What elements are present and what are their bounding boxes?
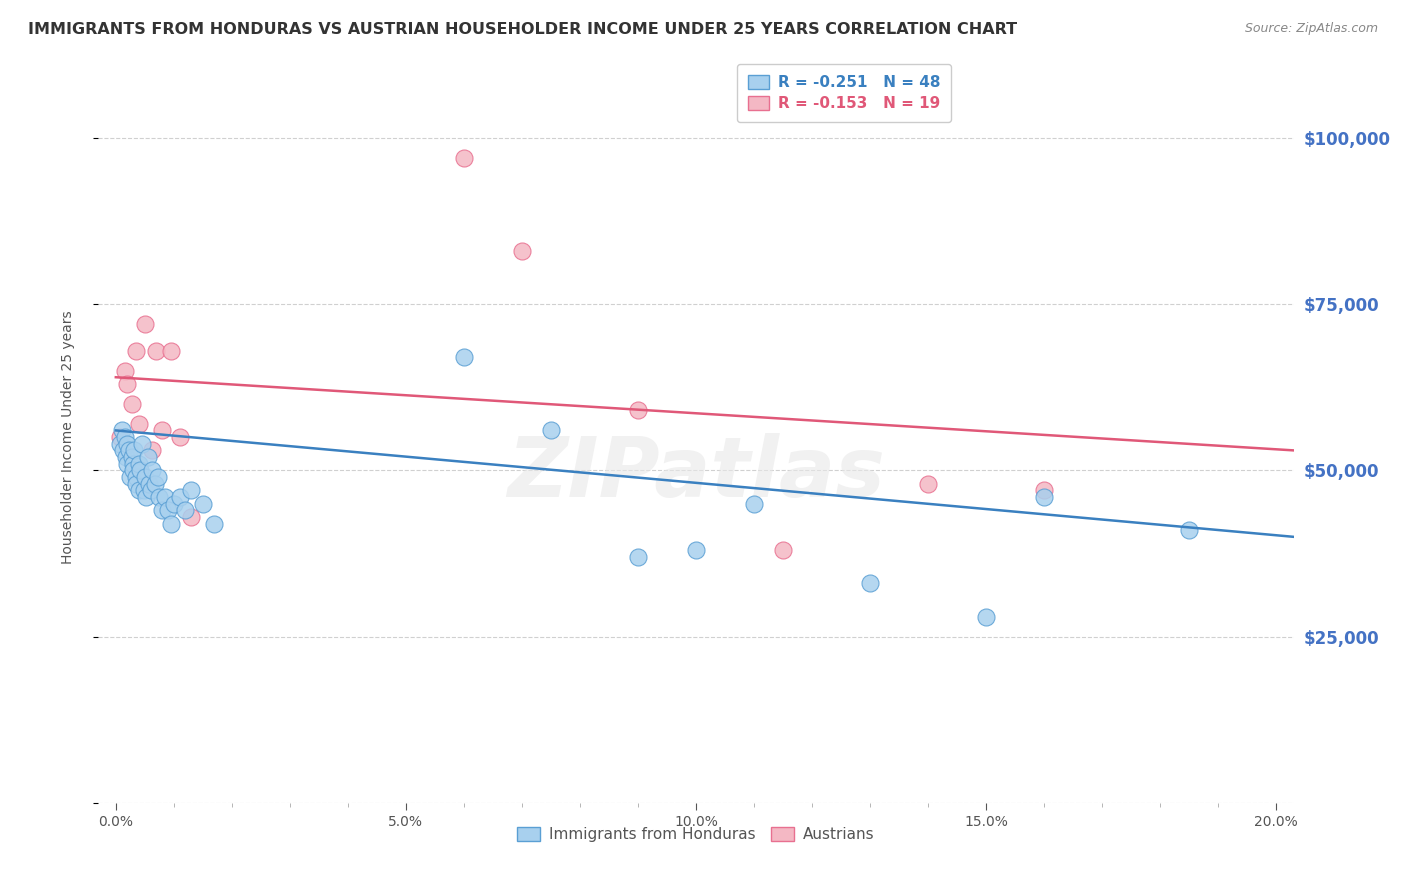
Point — [157, 503, 180, 517]
Point — [685, 543, 707, 558]
Point — [124, 443, 146, 458]
Point — [453, 151, 475, 165]
Point — [174, 503, 197, 517]
Point — [160, 516, 183, 531]
Point — [180, 509, 202, 524]
Point — [114, 363, 136, 377]
Point — [1033, 490, 1056, 504]
Point — [143, 476, 166, 491]
Text: IMMIGRANTS FROM HONDURAS VS AUSTRIAN HOUSEHOLDER INCOME UNDER 25 YEARS CORRELATI: IMMIGRANTS FROM HONDURAS VS AUSTRIAN HOU… — [28, 22, 1018, 37]
Point — [110, 430, 132, 444]
Point — [122, 463, 145, 477]
Point — [120, 470, 142, 484]
Text: Source: ZipAtlas.com: Source: ZipAtlas.com — [1244, 22, 1378, 36]
Point — [169, 490, 191, 504]
Point — [772, 543, 794, 558]
Point — [134, 317, 156, 331]
Point — [146, 470, 169, 484]
Point — [540, 424, 562, 438]
Point — [135, 490, 157, 504]
Point — [132, 483, 155, 498]
Point — [150, 503, 173, 517]
Point — [111, 443, 134, 458]
Point — [153, 490, 176, 504]
Point — [111, 424, 134, 438]
Point — [117, 376, 139, 391]
Point — [131, 436, 153, 450]
Point — [150, 424, 173, 438]
Point — [1033, 483, 1056, 498]
Point — [117, 443, 139, 458]
Point — [204, 516, 226, 531]
Legend: Immigrants from Honduras, Austrians: Immigrants from Honduras, Austrians — [509, 820, 883, 850]
Point — [974, 609, 997, 624]
Point — [121, 450, 143, 464]
Point — [917, 476, 939, 491]
Point — [141, 463, 163, 477]
Point — [125, 343, 148, 358]
Point — [160, 343, 183, 358]
Point — [128, 483, 150, 498]
Point — [1178, 523, 1201, 537]
Text: ZIPatlas: ZIPatlas — [508, 434, 884, 514]
Point — [115, 450, 138, 464]
Point — [117, 436, 139, 450]
Point — [145, 343, 167, 358]
Point — [453, 351, 475, 365]
Point — [121, 397, 143, 411]
Point — [180, 483, 202, 498]
Point — [110, 436, 132, 450]
Point — [627, 549, 650, 564]
Point — [163, 497, 186, 511]
Point — [148, 490, 170, 504]
Point — [859, 576, 882, 591]
Point — [134, 470, 156, 484]
Point — [138, 476, 160, 491]
Point — [627, 403, 650, 417]
Point — [510, 244, 533, 258]
Point — [125, 470, 148, 484]
Point — [136, 450, 159, 464]
Point — [139, 483, 162, 498]
Point — [191, 497, 214, 511]
Point — [141, 443, 163, 458]
Point — [125, 476, 148, 491]
Point — [128, 457, 150, 471]
Point — [114, 430, 136, 444]
Point — [117, 457, 139, 471]
Point — [128, 417, 150, 431]
Point — [169, 430, 191, 444]
Point — [129, 463, 152, 477]
Point — [122, 457, 145, 471]
Point — [742, 497, 765, 511]
Y-axis label: Householder Income Under 25 years: Householder Income Under 25 years — [60, 310, 75, 564]
